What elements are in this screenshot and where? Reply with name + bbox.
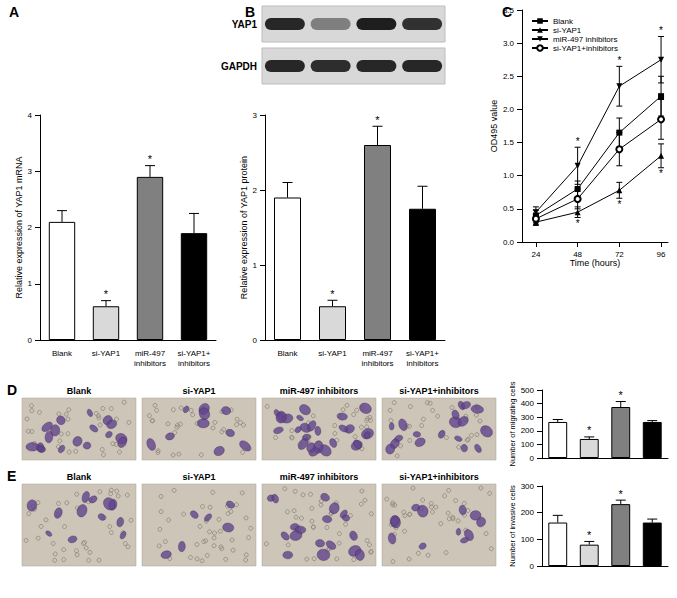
svg-text:Relative expression of YAP1 pr: Relative expression of YAP1 protein (239, 156, 249, 299)
svg-text:Number of invasive cells: Number of invasive cells (508, 485, 517, 567)
svg-text:Blank: Blank (52, 349, 73, 358)
svg-text:si-YAP1+: si-YAP1+ (406, 349, 439, 358)
svg-text:96: 96 (657, 250, 666, 259)
svg-text:2: 2 (253, 186, 258, 195)
svg-text:miR-497 inhibitors: miR-497 inhibitors (280, 472, 359, 482)
svg-text:0.0: 0.0 (503, 238, 515, 247)
svg-text:*: * (659, 168, 663, 179)
svg-text:300: 300 (521, 413, 535, 422)
svg-text:1.0: 1.0 (503, 171, 515, 180)
svg-text:3.0: 3.0 (503, 39, 515, 48)
svg-text:Blank: Blank (277, 349, 298, 358)
svg-text:*: * (576, 136, 580, 147)
svg-text:2: 2 (28, 223, 33, 232)
svg-text:*: * (587, 424, 592, 436)
svg-text:*: * (619, 389, 624, 401)
svg-text:200: 200 (521, 426, 535, 435)
svg-text:400: 400 (521, 399, 535, 408)
svg-text:*: * (330, 288, 335, 300)
svg-text:*: * (617, 55, 621, 66)
svg-text:24: 24 (531, 250, 540, 259)
svg-text:4: 4 (28, 111, 33, 120)
svg-text:si-YAP1: si-YAP1 (182, 472, 215, 482)
svg-text:0: 0 (28, 336, 33, 345)
svg-text:0.5: 0.5 (503, 204, 515, 213)
svg-text:si-YAP1+inhibitors: si-YAP1+inhibitors (399, 386, 478, 396)
svg-text:*: * (587, 529, 592, 541)
svg-text:miR-497: miR-497 (135, 349, 166, 358)
svg-text:48: 48 (573, 250, 582, 259)
svg-text:100: 100 (521, 535, 535, 544)
svg-text:0: 0 (530, 562, 535, 571)
svg-text:inhibitors: inhibitors (361, 359, 393, 368)
svg-text:YAP1: YAP1 (232, 19, 258, 30)
svg-text:Relative expression of YAP1 mR: Relative expression of YAP1 mRNA (14, 156, 24, 298)
svg-text:miR-497 inhibitors: miR-497 inhibitors (280, 386, 359, 396)
svg-text:si-YAP1+inhibitors: si-YAP1+inhibitors (553, 44, 618, 53)
svg-text:miR-497 inhibitors: miR-497 inhibitors (553, 35, 617, 44)
svg-text:*: * (148, 153, 153, 165)
svg-text:si-YAP1: si-YAP1 (318, 349, 347, 358)
svg-text:Number of migrating cells: Number of migrating cells (508, 381, 517, 466)
svg-text:si-YAP1+inhibitors: si-YAP1+inhibitors (399, 472, 478, 482)
svg-text:200: 200 (521, 508, 535, 517)
svg-text:inhibitors: inhibitors (178, 359, 210, 368)
svg-text:0: 0 (253, 336, 258, 345)
svg-text:2.5: 2.5 (503, 72, 515, 81)
svg-text:*: * (104, 288, 109, 300)
svg-text:inhibitors: inhibitors (134, 359, 166, 368)
svg-text:300: 300 (521, 482, 535, 491)
svg-text:Blank: Blank (67, 386, 93, 396)
svg-text:0: 0 (530, 454, 535, 463)
svg-text:72: 72 (615, 250, 624, 259)
svg-text:3: 3 (253, 111, 258, 120)
svg-text:D: D (7, 382, 17, 398)
svg-text:si-YAP1: si-YAP1 (182, 386, 215, 396)
svg-text:Blank: Blank (67, 472, 93, 482)
svg-text:1: 1 (253, 261, 258, 270)
svg-text:*: * (617, 199, 621, 210)
svg-text:100: 100 (521, 440, 535, 449)
svg-text:1.5: 1.5 (503, 138, 515, 147)
svg-text:A: A (9, 4, 19, 20)
svg-text:3: 3 (28, 167, 33, 176)
svg-text:Blank: Blank (553, 17, 574, 26)
svg-text:B: B (245, 4, 256, 20)
svg-text:500: 500 (521, 386, 535, 395)
svg-text:Time (hours): Time (hours) (570, 258, 621, 268)
svg-text:*: * (576, 218, 580, 229)
svg-text:E: E (7, 468, 16, 484)
svg-text:*: * (659, 25, 663, 36)
svg-text:miR-497: miR-497 (362, 349, 393, 358)
svg-text:si-YAP1: si-YAP1 (92, 349, 121, 358)
svg-text:si-YAP1: si-YAP1 (553, 26, 582, 35)
svg-text:C: C (502, 4, 512, 20)
svg-text:1: 1 (28, 279, 33, 288)
svg-text:inhibitors: inhibitors (406, 359, 438, 368)
svg-text:GAPDH: GAPDH (221, 61, 257, 72)
svg-text:2.0: 2.0 (503, 105, 515, 114)
svg-text:OD495 value: OD495 value (489, 100, 499, 153)
svg-text:*: * (619, 488, 624, 500)
svg-text:si-YAP1+: si-YAP1+ (178, 349, 211, 358)
svg-text:*: * (375, 114, 380, 126)
